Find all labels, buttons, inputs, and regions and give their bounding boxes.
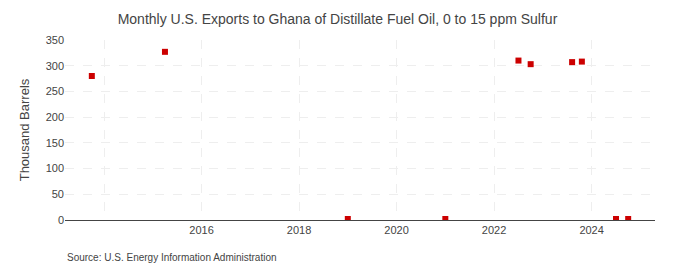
svg-text:Thousand Barrels: Thousand Barrels [17, 78, 32, 181]
svg-text:300: 300 [46, 60, 64, 72]
svg-text:2020: 2020 [384, 224, 408, 236]
svg-text:2022: 2022 [482, 224, 506, 236]
svg-text:Monthly U.S. Exports to Ghana: Monthly U.S. Exports to Ghana of Distill… [118, 11, 558, 27]
svg-text:150: 150 [46, 137, 64, 149]
svg-text:250: 250 [46, 85, 64, 97]
svg-text:50: 50 [52, 188, 64, 200]
svg-text:100: 100 [46, 162, 64, 174]
svg-text:2024: 2024 [579, 224, 603, 236]
svg-text:200: 200 [46, 111, 64, 123]
svg-text:Source: U.S. Energy Informatio: Source: U.S. Energy Information Administ… [67, 252, 277, 263]
svg-text:0: 0 [58, 214, 64, 226]
svg-text:2016: 2016 [189, 224, 213, 236]
svg-text:350: 350 [46, 34, 64, 46]
svg-text:2018: 2018 [287, 224, 311, 236]
